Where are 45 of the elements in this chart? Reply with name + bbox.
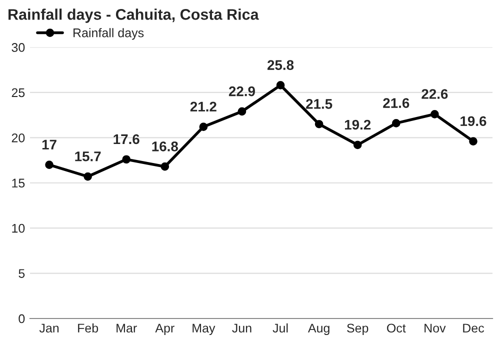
data-label: 21.6 [383, 98, 410, 108]
x-tick-label: Feb [78, 323, 98, 333]
point [160, 162, 170, 171]
data-label: 15.7 [75, 152, 101, 162]
point [199, 122, 208, 131]
point [469, 137, 478, 146]
point [430, 110, 439, 118]
data-label: 17 [42, 140, 56, 150]
x-tick-label: Nov [424, 324, 446, 333]
x-tick-label: Dec [463, 324, 484, 333]
data-label: 19.2 [344, 120, 371, 130]
data-label: 19.6 [460, 116, 486, 126]
point [314, 120, 324, 128]
point [45, 160, 54, 169]
y-tick-label: 30 [12, 43, 25, 52]
y-tick-label: 5 [18, 269, 25, 278]
point [276, 81, 285, 90]
data-label: 22.6 [422, 89, 448, 99]
y-tick-label: 15 [12, 178, 25, 188]
point [238, 107, 246, 116]
point [392, 119, 400, 128]
x-tick-label: Oct [387, 324, 406, 333]
point [84, 172, 92, 181]
data-label: 25.8 [267, 60, 294, 70]
x-tick-label: May [192, 324, 216, 336]
y-tick-label: 20 [12, 133, 25, 142]
x-tick-label: Jul [272, 323, 288, 333]
legend-label: Rainfall days [74, 28, 144, 40]
point [353, 140, 362, 150]
y-tick-label: 10 [12, 224, 25, 233]
x-tick-label: Apr [155, 324, 174, 336]
y-tick-label: 0 [18, 314, 25, 324]
x-tick-label: Mar [116, 324, 137, 333]
x-tick-label: Jun [232, 324, 252, 333]
data-label: 22.9 [228, 86, 255, 96]
point [122, 155, 131, 164]
y-tick-label: 25 [12, 88, 25, 98]
x-tick-label: Aug [308, 324, 330, 336]
x-tick-label: Sep [347, 324, 368, 336]
data-label: 21.2 [190, 102, 216, 112]
data-label: 21.5 [306, 99, 332, 109]
data-label: 17.6 [114, 134, 140, 144]
data-label: 16.8 [152, 142, 178, 152]
chart-title: Rainfall days - Cahuita, Costa Rica [8, 8, 259, 23]
x-tick-label: Jan [39, 324, 59, 333]
